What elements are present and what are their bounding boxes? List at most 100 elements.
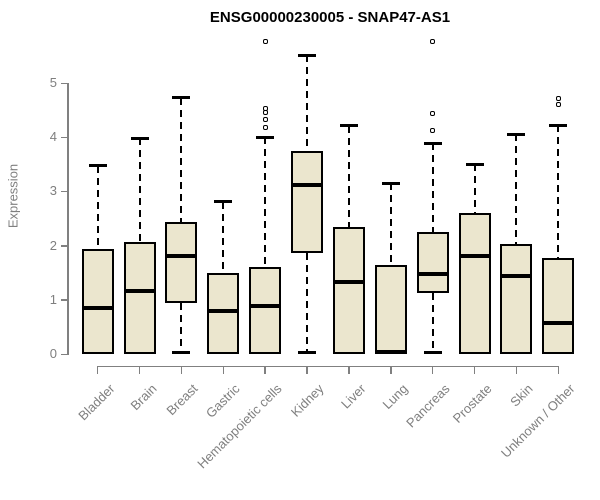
outlier-hematopoietic-cells — [262, 117, 268, 123]
x-axis-tick — [515, 366, 518, 374]
box-lung — [374, 264, 407, 354]
median-hematopoietic-cells — [249, 303, 282, 308]
median-prostate — [458, 253, 491, 258]
y-axis-tick-label: 3 — [49, 183, 57, 199]
whisker-cap-upper-bladder — [88, 164, 107, 168]
whisker-cap-upper-brain — [130, 136, 149, 140]
median-liver — [332, 280, 365, 285]
y-axis-tick — [61, 299, 67, 301]
x-axis-tick-label-prostate: Prostate — [449, 381, 495, 426]
outlier-pancreas — [430, 39, 436, 45]
box-breast — [165, 221, 198, 304]
y-axis-tick-label: 4 — [49, 129, 57, 145]
y-axis-tick — [61, 245, 67, 247]
whisker-cap-lower-kidney — [298, 351, 317, 355]
box-gastric — [207, 272, 240, 354]
outlier-pancreas — [430, 127, 436, 133]
whisker-upper-unknown-other — [557, 125, 560, 258]
outlier-unknown-other — [555, 101, 561, 107]
outlier-hematopoietic-cells — [262, 39, 268, 45]
outlier-unknown-other — [555, 95, 561, 101]
y-axis-label: Expression — [5, 163, 21, 229]
y-axis-tick — [61, 82, 67, 84]
whisker-cap-upper-pancreas — [423, 141, 442, 145]
x-axis-tick — [557, 366, 560, 374]
box-prostate — [458, 213, 491, 354]
whisker-upper-skin — [515, 134, 518, 244]
whisker-cap-upper-unknown-other — [549, 123, 568, 127]
whisker-cap-upper-lung — [381, 181, 400, 185]
whisker-upper-liver — [347, 125, 350, 227]
x-axis-tick — [431, 366, 434, 374]
x-axis-tick-label-skin: Skin — [507, 381, 536, 410]
box-bladder — [81, 248, 114, 354]
box-brain — [123, 241, 156, 354]
y-axis-tick — [61, 136, 67, 139]
whisker-cap-lower-pancreas — [423, 351, 442, 355]
y-axis-tick-label: 5 — [49, 75, 57, 90]
outlier-hematopoietic-cells — [262, 105, 268, 111]
median-breast — [165, 254, 198, 259]
whisker-upper-bladder — [96, 165, 99, 249]
whisker-cap-upper-liver — [339, 124, 358, 128]
box-liver — [332, 226, 365, 354]
box-kidney — [291, 150, 324, 253]
whisker-upper-gastric — [222, 201, 225, 273]
whisker-upper-breast — [180, 97, 183, 222]
box-skin — [500, 243, 533, 354]
x-axis-tick — [96, 366, 99, 374]
chart-title: ENSG00000230005 - SNAP47-AS1 — [209, 9, 451, 26]
whisker-cap-upper-breast — [172, 96, 191, 100]
x-axis-tick — [473, 366, 476, 374]
box-pancreas — [416, 231, 449, 294]
x-axis-tick — [348, 366, 350, 374]
whisker-lower-pancreas — [431, 293, 434, 353]
median-unknown-other — [542, 320, 575, 325]
median-gastric — [207, 309, 240, 314]
x-axis-tick-label-unknown-other: Unknown / Other — [498, 381, 578, 461]
y-axis-tick — [61, 190, 67, 193]
x-axis-tick-label-liver: Liver — [337, 381, 369, 412]
whisker-cap-upper-skin — [507, 132, 526, 136]
x-axis-tick — [180, 366, 183, 374]
x-axis-tick-label-bladder: Bladder — [75, 381, 118, 424]
outlier-hematopoietic-cells — [262, 125, 268, 131]
whisker-lower-breast — [180, 303, 183, 353]
whisker-upper-lung — [389, 183, 392, 265]
whisker-upper-kidney — [306, 55, 309, 151]
y-axis-tick-label: 1 — [49, 291, 57, 307]
x-axis-tick-label-lung: Lung — [379, 381, 411, 413]
x-axis-tick-label-pancreas: Pancreas — [402, 381, 453, 431]
x-axis-tick — [306, 366, 308, 374]
median-kidney — [291, 182, 324, 187]
x-axis-tick-label-kidney: Kidney — [287, 381, 327, 420]
median-skin — [500, 274, 533, 279]
x-axis-tick-label-brain: Brain — [127, 381, 160, 414]
whisker-upper-hematopoietic-cells — [264, 137, 267, 267]
whisker-upper-prostate — [473, 164, 476, 214]
median-brain — [123, 289, 156, 294]
x-axis-tick — [264, 366, 266, 374]
box-hematopoietic-cells — [249, 266, 282, 354]
y-axis-tick — [61, 353, 67, 355]
whisker-cap-upper-prostate — [465, 162, 484, 166]
x-axis-tick — [138, 366, 141, 374]
x-axis-tick — [390, 366, 392, 374]
whisker-cap-upper-gastric — [214, 200, 233, 204]
x-axis-tick — [222, 366, 225, 374]
median-pancreas — [416, 272, 449, 277]
whisker-cap-lower-breast — [172, 351, 191, 355]
whisker-upper-brain — [138, 138, 141, 242]
x-axis-line — [96, 365, 560, 367]
median-bladder — [81, 306, 114, 311]
y-axis-tick-label: 0 — [49, 346, 57, 361]
y-axis-line — [67, 83, 69, 355]
whisker-upper-pancreas — [431, 143, 434, 232]
x-axis-tick-label-breast: Breast — [163, 381, 202, 419]
x-axis-tick-label-gastric: Gastric — [203, 381, 243, 421]
outlier-pancreas — [430, 110, 436, 116]
box-unknown-other — [542, 257, 575, 354]
whisker-cap-upper-hematopoietic-cells — [256, 135, 275, 139]
median-lung — [374, 349, 407, 354]
